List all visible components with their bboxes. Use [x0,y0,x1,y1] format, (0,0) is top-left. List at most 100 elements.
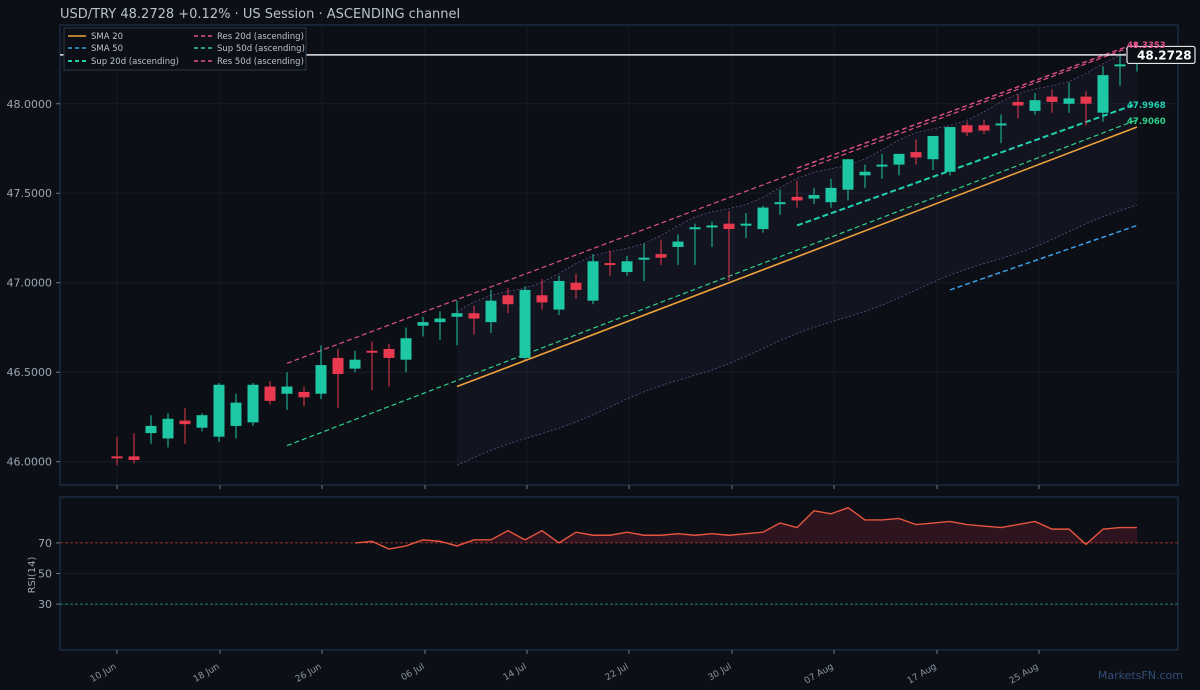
candle-body [706,225,718,228]
candle-body [757,207,769,230]
candle-body [927,135,939,160]
y-tick-label: 47.5000 [7,187,53,200]
legend-box [63,27,307,71]
candle-body [485,300,497,323]
res20-line [796,42,1138,169]
candle-body [774,202,786,205]
watermark: MarketsFN.com [1098,669,1183,682]
candle-body [570,282,582,290]
rsi-overbought-fill [355,507,1137,543]
candle-body [502,295,514,305]
indicator-layer [286,42,1138,466]
candle-body [162,418,174,439]
level-label-res: 48.3353 [1127,41,1166,51]
rsi-tick-label: 30 [38,598,52,611]
price-axis: 46.0000 46.5000 47.0000 47.5000 48.0000 [7,98,60,469]
candle-body [213,384,225,437]
candle-body [349,359,361,369]
candle-body [689,227,701,230]
candle-body [553,280,565,310]
candle-body [672,241,684,247]
candle-body [638,257,650,260]
candle-body [519,289,531,358]
candle-body [383,348,395,358]
candle-body [281,386,293,394]
legend-label-sma20: SMA 20 [91,32,123,42]
rsi-tick-label: 50 [38,568,52,581]
candle-body [400,338,412,360]
candle-body [196,415,208,428]
candle-body [893,153,905,165]
candle-body [910,152,922,158]
candle-body [230,402,242,426]
y-tick-label: 47.0000 [7,277,53,290]
candle-body [961,125,973,133]
candle-body [536,295,548,303]
candle-body [1012,101,1024,106]
candle-body [128,456,140,460]
candle-body [434,318,446,323]
price-tag-label: 48.2728 [1137,48,1192,62]
legend-label-res50: Res 50d (ascending) [217,57,304,67]
candle-body [621,261,633,273]
price-tag: 48.2728 [1126,45,1196,65]
legend-label-sma50: SMA 50 [91,44,123,54]
sup20-line [796,102,1138,227]
legend-label-sup20: Sup 20d (ascending) [91,57,179,67]
candle-body [1029,100,1041,111]
channel-upper-band [456,48,1138,312]
candle-body [468,313,480,319]
chart-title: USD/TRY 48.2728 +0.12% · US Session · AS… [60,7,460,22]
legend-label-sup50: Sup 50d (ascending) [217,44,305,54]
candle-body [808,195,820,199]
rsi-axis: 30 50 70 [38,537,60,611]
candle-body [417,322,429,326]
rsi-tick-label: 70 [38,537,52,550]
candle-body [825,187,837,203]
candle-body [876,164,888,167]
candle-body [179,420,191,425]
candle-body [315,365,327,394]
candle-body [264,386,276,401]
level-label-sup20: 47.9968 [1127,101,1166,111]
candle-body [842,159,854,190]
candle-body [145,425,157,434]
candle-body [723,223,735,230]
candle-body [298,391,310,398]
sma50-line [949,224,1138,291]
candle-layer [111,50,1143,466]
candle-body [995,123,1007,126]
level-label-sup50: 47.9060 [1127,117,1166,127]
candle-body [1046,96,1058,102]
res50-line [286,44,1138,364]
candle-body [944,127,956,172]
price-grid [60,25,1178,485]
price-tag-box [1126,45,1196,65]
candle-body [1080,96,1092,104]
candle-body [791,196,803,201]
candle-body [451,313,463,317]
candle-body [740,223,752,226]
rsi-layer [354,506,1137,550]
y-tick-label: 46.5000 [7,366,53,379]
candle-body [587,261,599,301]
rsi-line [354,506,1137,550]
rsi-grid [60,542,1178,605]
rsi-axis-label: RSI(14) [27,557,38,594]
candle-body [247,384,259,423]
candle-body [604,263,616,266]
candle-body [655,254,667,258]
candle-body [1097,75,1109,113]
y-tick-label: 48.0000 [7,98,53,111]
candle-body [1114,64,1126,67]
sma20-line [456,126,1138,388]
legend-label-res20: Res 20d (ascending) [217,32,304,42]
price-panel [59,24,1179,486]
candle-body [978,125,990,131]
candle-body [859,171,871,176]
candle-body [366,350,378,353]
candle-body [332,357,344,375]
candle-body [1063,98,1075,104]
channel-lower-band [456,204,1138,466]
